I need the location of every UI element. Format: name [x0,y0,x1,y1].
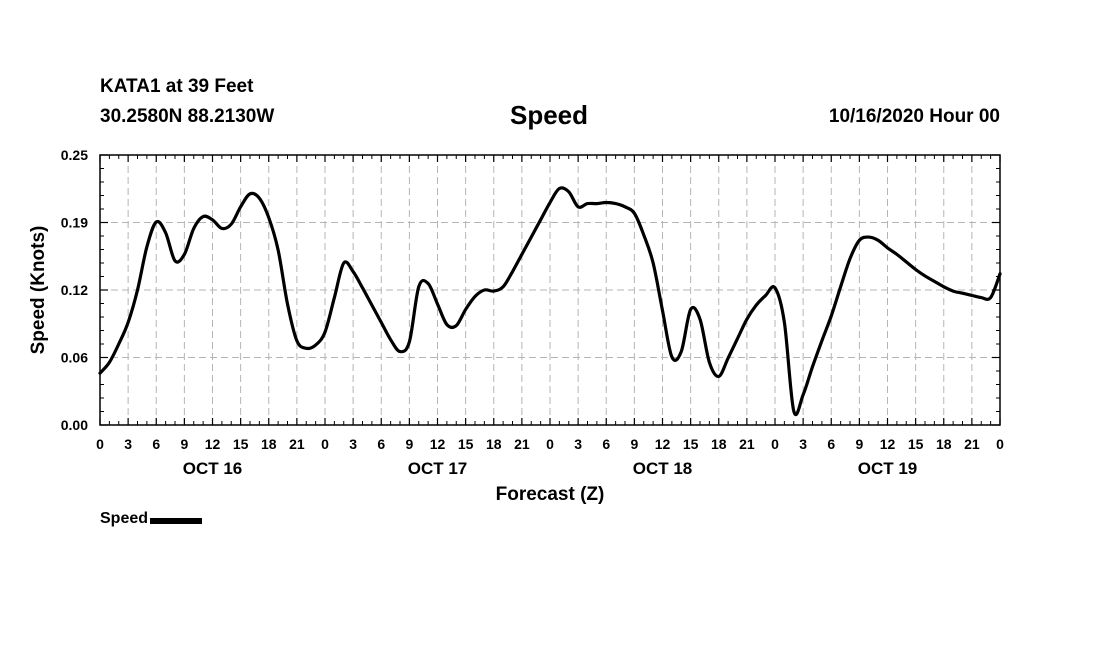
x-tick-label: 9 [180,436,188,452]
grid-lines [100,155,1000,425]
x-tick-label: 15 [458,436,474,452]
forecast-time-label: 10/16/2020 Hour 00 [828,106,1000,127]
x-tick-label: 3 [574,436,582,452]
x-tick-label: 15 [683,436,699,452]
legend: Speed [100,510,203,528]
legend-label: Speed [100,510,149,527]
day-label: OCT 16 [183,459,243,478]
tick-labels: 0 3 6 9 12 15 18 21 0 3 6 9 12 15 18 21 0 3 6 9 12 15 18 21 0 3 6 9… [61,147,1004,478]
x-tick-label: 18 [936,436,952,452]
y-tick-label: 0.25 [61,147,88,163]
x-tick-label: 6 [377,436,385,452]
x-tick-label: 21 [514,436,530,452]
x-tick-label: 18 [711,436,727,452]
x-tick-label: 3 [799,436,807,452]
x-tick-label: 0 [771,436,779,452]
x-tick-label: 15 [908,436,924,452]
day-label: OCT 19 [858,459,918,478]
legend-line-swatch [150,518,203,524]
plot-frame [99,154,1001,426]
x-tick-label: 12 [430,436,446,452]
x-axis-title: Forecast (Z) [496,484,605,505]
x-tick-label: 18 [261,436,277,452]
speed-series-line [98,186,1002,417]
x-tick-label: 6 [602,436,610,452]
x-tick-label: 3 [124,436,132,452]
x-tick-label: 0 [321,436,329,452]
x-tick-label: 9 [630,436,638,452]
x-tick-label: 21 [964,436,980,452]
day-label: OCT 18 [633,459,693,478]
x-tick-label: 21 [739,436,755,452]
x-tick-label: 9 [855,436,863,452]
y-tick-label: 0.06 [61,350,88,366]
x-tick-label: 21 [289,436,305,452]
x-tick-label: 0 [996,436,1004,452]
x-tick-label: 12 [880,436,896,452]
series-layer [98,186,1002,417]
day-label: OCT 17 [408,459,468,478]
x-tick-label: 0 [546,436,554,452]
y-axis-title: Speed (Knots) [28,226,49,355]
x-tick-label: 0 [96,436,104,452]
x-tick-label: 3 [349,436,357,452]
x-tick-label: 6 [152,436,160,452]
chart-title: Speed [510,100,589,130]
x-tick-label: 15 [233,436,249,452]
x-tick-label: 18 [486,436,502,452]
location-label: 30.2580N 88.2130W [100,106,275,127]
y-tick-label: 0.12 [61,282,88,298]
x-tick-label: 6 [827,436,835,452]
x-tick-label: 12 [205,436,221,452]
x-tick-label: 9 [405,436,413,452]
station-label: KATA1 at 39 Feet [100,76,254,97]
x-tick-label: 12 [655,436,671,452]
y-tick-label: 0.19 [61,215,88,231]
y-tick-label: 0.00 [61,417,88,433]
